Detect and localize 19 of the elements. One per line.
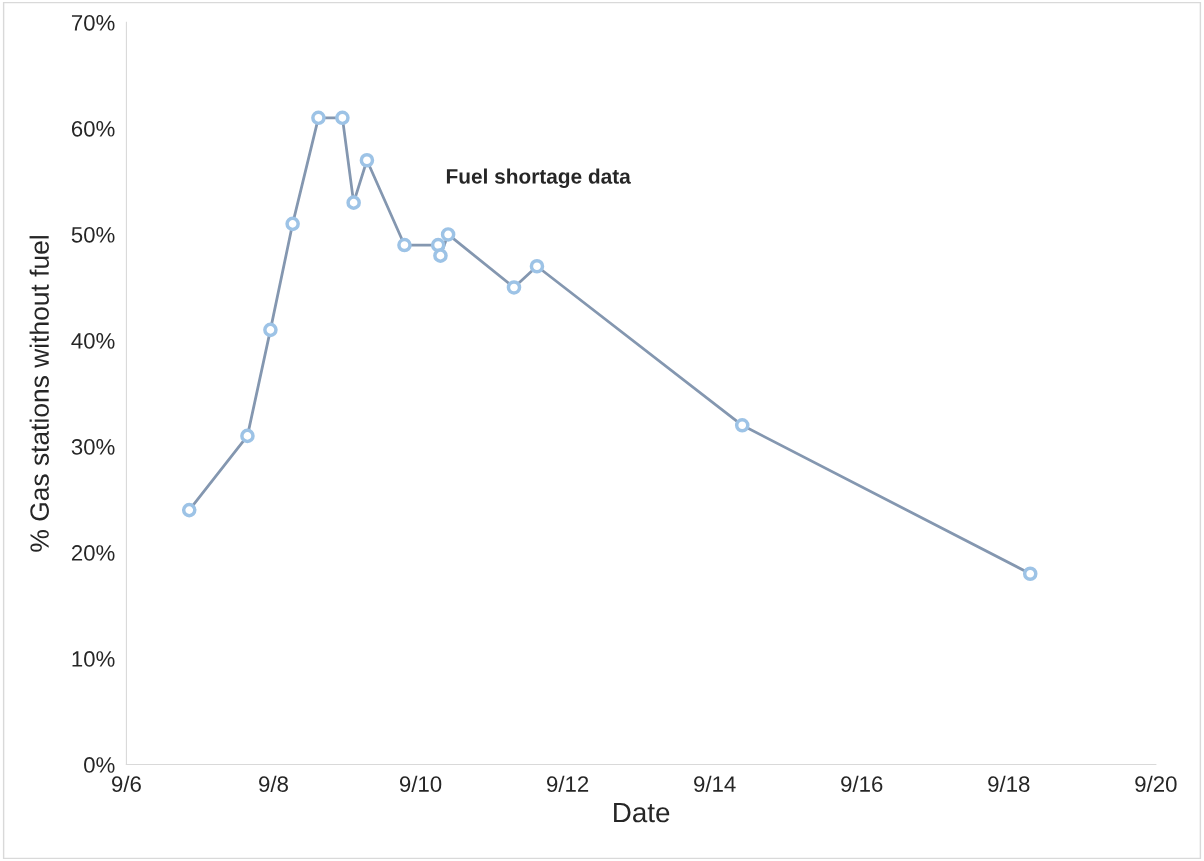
x-tick-label: 9/12 — [547, 775, 589, 792]
y-tick-label: 20% — [71, 545, 115, 561]
x-tick-label: 9/20 — [1135, 775, 1177, 792]
y-tick-label: 0% — [84, 757, 115, 773]
x-tick-label: 9/14 — [694, 775, 736, 792]
x-tick-label: 9/6 — [112, 775, 141, 792]
annotation: Fuel shortage data — [446, 168, 631, 188]
y-tick-label: 30% — [71, 439, 115, 455]
y-tick-label: 40% — [71, 333, 115, 349]
x-tick-label: 9/16 — [841, 775, 883, 792]
y-tick-label: 70% — [71, 14, 115, 31]
y-tick-label: 10% — [72, 651, 115, 667]
y-axis-title: % Gas stations without fuel — [29, 236, 49, 552]
y-tick-label: 50% — [71, 226, 115, 243]
x-tick-label: 9/8 — [259, 775, 288, 792]
y-tick-label: 60% — [71, 120, 115, 137]
x-axis-title: Date — [614, 802, 670, 823]
x-tick-label: 9/10 — [399, 775, 442, 792]
x-tick-label: 9/18 — [988, 775, 1030, 792]
